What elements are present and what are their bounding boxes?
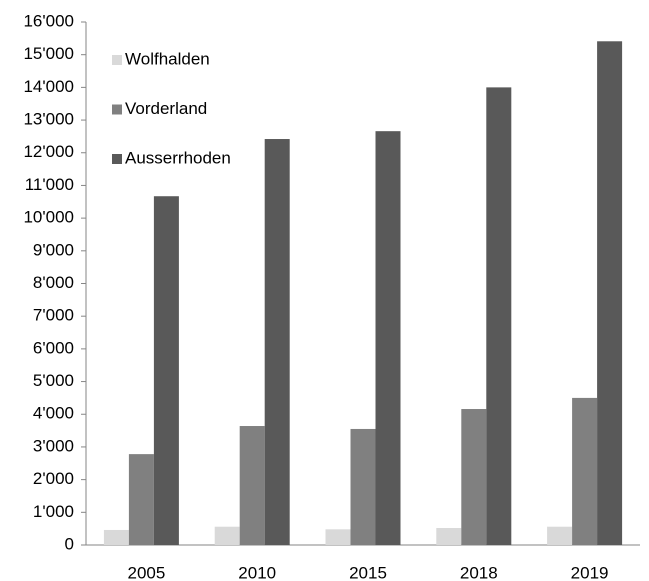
bar [239,426,265,545]
y-tick-label: 2'000 [33,469,74,488]
y-tick-label: 13'000 [23,110,74,129]
legend-swatch [112,154,122,164]
legend-swatch [112,55,122,65]
legend-label: Ausserrhoden [125,148,231,167]
bar [214,526,240,545]
y-tick-label: 9'000 [33,240,74,259]
bar [264,139,290,546]
y-tick-label: 8'000 [33,273,74,292]
y-tick-label: 7'000 [33,306,74,325]
bar [128,454,154,545]
y-tick-label: 15'000 [23,44,74,63]
bar [597,41,623,546]
bar [572,397,598,545]
y-tick-label: 0 [65,534,74,553]
y-tick-label: 14'000 [23,77,74,96]
y-tick-label: 16'000 [23,11,74,30]
bar [436,528,462,545]
y-tick-label: 11'000 [25,175,74,194]
y-tick-label: 6'000 [33,338,74,357]
y-tick-label: 10'000 [23,208,74,227]
x-tick-label: 2010 [238,563,276,581]
y-tick-label: 1'000 [33,502,74,521]
x-tick-label: 2018 [460,563,498,581]
bar [325,529,351,545]
x-tick-label: 2019 [571,563,609,581]
bar [461,409,487,545]
y-tick-label: 4'000 [33,404,74,423]
bar [153,196,179,546]
bar [375,131,401,545]
x-tick-label: 2015 [349,563,387,581]
y-tick-label: 3'000 [33,436,74,455]
y-tick-label: 12'000 [23,142,74,161]
legend-swatch [112,104,122,115]
bar [486,87,512,545]
x-tick-label: 2005 [127,563,165,581]
legend-label: Wolfhalden [125,49,210,68]
y-tick-label: 5'000 [33,371,74,390]
bar [350,428,376,545]
bar [103,529,129,545]
legend-label: Vorderland [125,99,207,118]
bar [547,526,573,545]
